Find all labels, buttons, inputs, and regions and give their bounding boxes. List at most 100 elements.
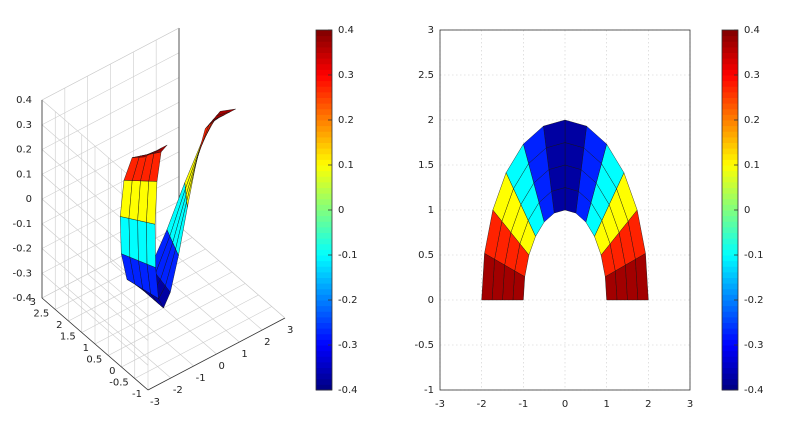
grid-line: [178, 28, 286, 319]
y-tick-label: 1: [83, 343, 89, 354]
colorbar-segment: [316, 165, 332, 172]
colorbar-segment: [722, 288, 738, 295]
colorbar-segment: [722, 204, 738, 211]
colorbar-segment: [722, 255, 738, 262]
colorbar-segment: [722, 367, 738, 374]
surface-cell: [481, 253, 495, 301]
colorbar-segment: [722, 75, 738, 82]
colorbar-segment: [722, 148, 738, 155]
colorbar-segment: [316, 181, 332, 188]
colorbar-segment: [722, 35, 738, 42]
colorbar-tick-label: -0.2: [744, 295, 764, 306]
colorbar-segment: [722, 226, 738, 233]
colorbar-tick-label: -0.3: [338, 340, 358, 351]
colorbar-segment: [316, 86, 332, 93]
colorbar-segment: [316, 170, 332, 177]
colorbar-segment: [722, 300, 738, 307]
plot-frame: [439, 29, 691, 391]
colorbar-segment: [316, 266, 332, 273]
colorbar-segment: [316, 41, 332, 48]
z-tick-label: 0.2: [16, 145, 32, 156]
colorbar-tick-label: 0.4: [744, 25, 760, 36]
colorbar-segment: [722, 373, 738, 380]
colorbar-segment: [316, 350, 332, 357]
colorbar-segment: [722, 170, 738, 177]
colorbar-segment: [722, 131, 738, 138]
colorbar-segment: [316, 103, 332, 110]
colorbar-segment: [316, 30, 332, 37]
axis-line: [147, 317, 286, 391]
colorbar-segment: [316, 232, 332, 239]
x-tick-label: 0: [562, 399, 568, 410]
colorbar-segment: [722, 215, 738, 222]
colorbar-segment: [316, 114, 332, 121]
box-edge: [41, 27, 180, 101]
colorbar-tick-label: -0.4: [338, 385, 358, 396]
colorbar-segment: [722, 198, 738, 205]
surface-cell: [120, 216, 131, 258]
colorbar-segment: [316, 373, 332, 380]
colorbar-segment: [722, 165, 738, 172]
x-tick-label: 1: [241, 349, 247, 360]
x-tick-label: -3: [150, 397, 160, 408]
colorbar-segment: [722, 125, 738, 132]
colorbar-segment: [722, 350, 738, 357]
y-tick-label: -1: [132, 389, 142, 400]
colorbar-segment: [722, 221, 738, 228]
colorbar-segment: [316, 125, 332, 132]
colorbar-segment: [316, 378, 332, 385]
surface-cell: [146, 222, 156, 268]
colorbar-segment: [316, 333, 332, 340]
y-tick-label: 2: [56, 320, 62, 331]
colorbar-tick-label: -0.1: [338, 250, 358, 261]
z-tick-label: -0.2: [12, 244, 32, 255]
colorbar-segment: [722, 294, 738, 301]
colorbar-segment: [316, 108, 332, 115]
y-tick-label: 0.5: [418, 250, 434, 261]
colorbar-segment: [722, 52, 738, 59]
colorbar-segment: [722, 97, 738, 104]
colorbar-tick-label: 0.1: [338, 160, 354, 171]
colorbar-segment: [316, 221, 332, 228]
colorbar-segment: [316, 316, 332, 323]
colorbar-segment: [316, 210, 332, 217]
colorbar-segment: [316, 69, 332, 76]
box-edge: [178, 225, 286, 319]
colorbar-segment: [722, 345, 738, 352]
y-tick-label: 0: [428, 295, 434, 306]
colorbar-segment: [722, 232, 738, 239]
colorbar-segment: [722, 58, 738, 65]
colorbar-segment: [316, 97, 332, 104]
colorbar-tick-label: 0.1: [744, 160, 760, 171]
colorbar-segment: [722, 193, 738, 200]
y-tick-label: 1: [428, 205, 434, 216]
colorbar-segment: [316, 52, 332, 59]
colorbar-segment: [316, 159, 332, 166]
z-tick-label: 0.1: [16, 169, 32, 180]
surface-cell: [132, 153, 151, 158]
colorbar-segment: [316, 176, 332, 183]
x-tick-label: -1: [196, 373, 206, 384]
surface-cell: [635, 253, 649, 301]
colorbar-segment: [316, 142, 332, 149]
colorbar-segment: [722, 333, 738, 340]
colorbar-segment: [722, 86, 738, 93]
colorbar-segment: [316, 148, 332, 155]
y-tick-label: 1.5: [418, 160, 434, 171]
colorbar-segment: [316, 80, 332, 87]
z-tick-label: -0.1: [12, 219, 32, 230]
colorbar-tick-label: -0.2: [338, 295, 358, 306]
colorbar-segment: [316, 75, 332, 82]
colorbar-segment: [722, 108, 738, 115]
y-tick-label: 2.5: [418, 70, 434, 81]
colorbar-segment: [316, 136, 332, 143]
colorbar-segment: [316, 300, 332, 307]
y-tick-label: 2: [428, 115, 434, 126]
colorbar-segment: [316, 328, 332, 335]
x-tick-label: 3: [687, 399, 693, 410]
colorbar-segment: [316, 294, 332, 301]
colorbar-tick-label: 0.3: [338, 70, 354, 81]
colorbar-segment: [316, 345, 332, 352]
colorbar-segment: [316, 322, 332, 329]
surface-cell: [205, 117, 219, 129]
